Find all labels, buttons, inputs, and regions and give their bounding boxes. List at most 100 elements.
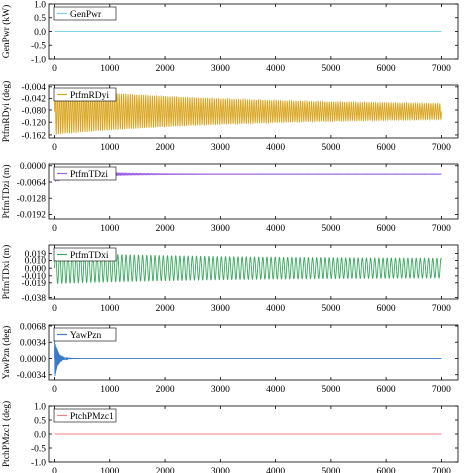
x-tick-label: 1000	[100, 304, 119, 314]
x-tick-label: 1000	[100, 385, 119, 395]
x-tick-label: 3000	[211, 64, 230, 74]
x-tick-label: 4000	[266, 304, 285, 314]
legend-entry: GenPwr	[70, 10, 102, 20]
panel-6: 1.0 0.5 0.0 -0.5 -1.0 0 1000 2000 3000 4000 5000 60…	[1, 401, 459, 473]
y-tick-label: 0.0034	[20, 339, 46, 349]
x-tick-label: 2000	[156, 467, 175, 473]
legend: PtchPMzc1	[53, 408, 117, 423]
legend-entry: PtchPMzc1	[70, 412, 114, 422]
y-tick-label: -1.0	[31, 55, 46, 65]
x-tick-label: 5000	[321, 467, 340, 473]
y-tick-label: 0.000	[25, 264, 47, 274]
x-tick-label: 6000	[377, 224, 396, 234]
x-tick-label: 0	[52, 224, 57, 234]
x-tick-label: 6000	[377, 385, 396, 395]
x-tick-label: 0	[52, 143, 57, 153]
axes-frame	[48, 324, 459, 381]
y-axis-label: PtfmTDxi (m)	[1, 245, 12, 300]
y-axis-label: YawPzn (deg)	[1, 326, 12, 380]
legend: PtfmTDxi	[53, 247, 117, 262]
y-tick-label: 0.0	[34, 430, 46, 440]
x-tick-label: 6000	[377, 304, 396, 314]
x-tick-label: 4000	[266, 385, 285, 395]
y-tick-label: 0.5	[34, 14, 46, 24]
legend-box	[53, 327, 117, 342]
x-tick-label: 0	[52, 385, 57, 395]
y-tick-label: 0.5	[34, 416, 46, 426]
legend: PtfmTDzi	[53, 166, 117, 181]
x-tick-label: 1000	[100, 64, 119, 74]
x-tick-label: 3000	[211, 143, 230, 153]
panel-3: 0.0000 -0.0064 -0.0128 -0.0192 0 1000 2000 3000…	[1, 162, 459, 234]
series-line	[54, 340, 442, 376]
y-tick-label: -0.080	[21, 106, 46, 116]
y-tick-label: -0.0192	[17, 211, 47, 221]
x-tick-label: 4000	[266, 224, 285, 234]
x-tick-label: 0	[52, 304, 57, 314]
panel-2: -0.004 -0.042-0.080 -0.120 -0.162 0 1000 2000 3…	[1, 81, 459, 153]
legend: GenPwr	[53, 6, 117, 21]
x-tick-label: 4000	[266, 64, 285, 74]
x-tick-label: 0	[52, 467, 57, 473]
y-tick-label: 0.010	[25, 257, 47, 267]
y-axis-label: PtfmRDyi (deg)	[1, 81, 12, 142]
x-tick-label: 2000	[156, 143, 175, 153]
x-tick-label: 1000	[100, 467, 119, 473]
x-tick-label: 6000	[377, 143, 396, 153]
y-tick-label: -0.5	[31, 444, 46, 454]
x-tick-label: 7000	[432, 385, 451, 395]
y-axis-label: GenPwr (kW)	[1, 5, 12, 59]
y-tick-label: 1.0	[34, 402, 46, 412]
axes-frame	[48, 163, 459, 220]
x-tick-label: 5000	[321, 385, 340, 395]
x-tick-label: 0	[52, 64, 57, 74]
x-tick-label: 3000	[211, 304, 230, 314]
x-tick-label: 2000	[156, 385, 175, 395]
x-tick-label: 3000	[211, 224, 230, 234]
y-tick-label: -1.0	[31, 458, 46, 468]
x-tick-label: 1000	[100, 143, 119, 153]
y-tick-label: -0.004	[21, 83, 46, 93]
panel-1: 1.0 0.5 0.0 -0.5 -1.0 0 1000 2000 3000 4000 5000 60…	[1, 0, 459, 74]
legend: PtfmRDyi	[53, 87, 117, 102]
x-tick-label: 2000	[156, 304, 175, 314]
x-tick-label: 4000	[266, 143, 285, 153]
axes-frame	[48, 244, 459, 300]
legend-box	[53, 87, 117, 102]
legend-entry: PtfmTDzi	[70, 169, 108, 180]
x-tick-label: 3000	[211, 467, 230, 473]
series-line	[54, 166, 442, 183]
x-tick-label: 7000	[432, 467, 451, 473]
legend: YawPzn	[53, 327, 117, 342]
y-tick-label: 0.019	[25, 250, 47, 260]
y-tick-label: -0.0128	[17, 195, 47, 205]
y-tick-label: -0.162	[21, 131, 46, 141]
y-tick-label: -0.042	[21, 95, 46, 105]
x-tick-label: 5000	[321, 224, 340, 234]
y-tick-label: 0.0000	[20, 355, 46, 365]
x-tick-label: 6000	[377, 467, 396, 473]
series-line	[54, 88, 442, 136]
y-tick-label: 0.0000	[20, 162, 46, 172]
y-tick-label: -0.0034	[17, 371, 47, 381]
x-tick-label: 5000	[321, 64, 340, 74]
x-tick-label: 1000	[100, 224, 119, 234]
x-tick-label: 3000	[211, 385, 230, 395]
legend-box	[53, 166, 117, 181]
x-tick-label: 7000	[432, 304, 451, 314]
x-tick-label: 2000	[156, 224, 175, 234]
x-tick-label: 5000	[321, 143, 340, 153]
legend-box	[53, 408, 117, 423]
panel-5: 0.0068 0.0034 0.0000 -0.0034 0 1000 2000 3000 40…	[1, 322, 459, 395]
y-tick-label: -0.010	[21, 272, 46, 282]
axes-frame	[48, 84, 459, 139]
y-tick-label: -0.0064	[17, 178, 47, 188]
y-tick-label: -0.5	[31, 42, 46, 52]
y-tick-label: -0.019	[21, 279, 46, 289]
y-tick-label: -0.120	[21, 118, 46, 128]
x-tick-label: 7000	[432, 224, 451, 234]
legend-entry: PtfmRDyi	[70, 90, 109, 101]
y-axis-label: PtfmTDzi (m)	[1, 164, 12, 218]
